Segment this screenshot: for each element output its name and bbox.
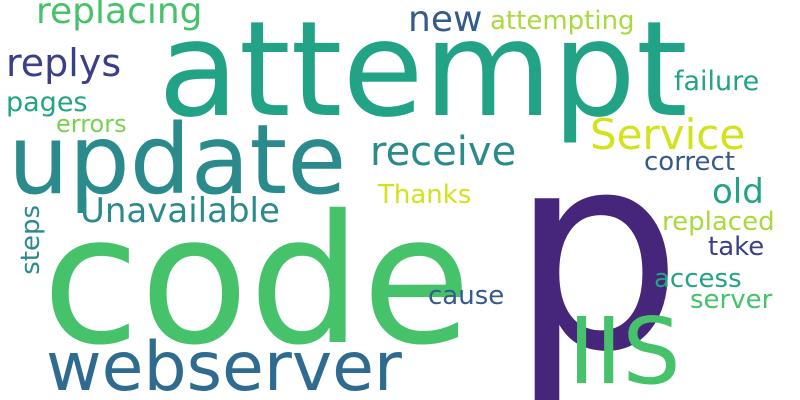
word-unavailable: Unavailable	[80, 191, 280, 231]
word-take: take	[708, 232, 765, 262]
word-correct: correct	[644, 147, 736, 177]
word-new: new	[408, 0, 483, 40]
word-code: code	[42, 177, 472, 384]
word-attempting: attempting	[490, 6, 635, 36]
word-receive: receive	[370, 129, 517, 175]
word-failure: failure	[674, 66, 760, 97]
word-steps: steps	[16, 205, 46, 275]
word-replaced: replaced	[662, 207, 775, 237]
word-update: update	[8, 104, 347, 216]
word-attempt: attempt	[158, 0, 688, 147]
word-cause: cause	[428, 281, 505, 311]
word-iis: IIS	[568, 298, 681, 400]
word-replys: replys	[6, 41, 122, 85]
word-server: server	[690, 285, 773, 315]
word-errors: errors	[56, 110, 127, 138]
word-webserver: webserver	[46, 328, 402, 400]
word-pages: pages	[6, 87, 88, 118]
word-access: access	[654, 264, 742, 294]
word-old: old	[712, 172, 764, 212]
word-service: Service	[590, 110, 746, 159]
word-replacing: replacing	[36, 0, 203, 32]
word-p: p	[510, 96, 683, 400]
word-thanks: Thanks	[378, 180, 472, 210]
